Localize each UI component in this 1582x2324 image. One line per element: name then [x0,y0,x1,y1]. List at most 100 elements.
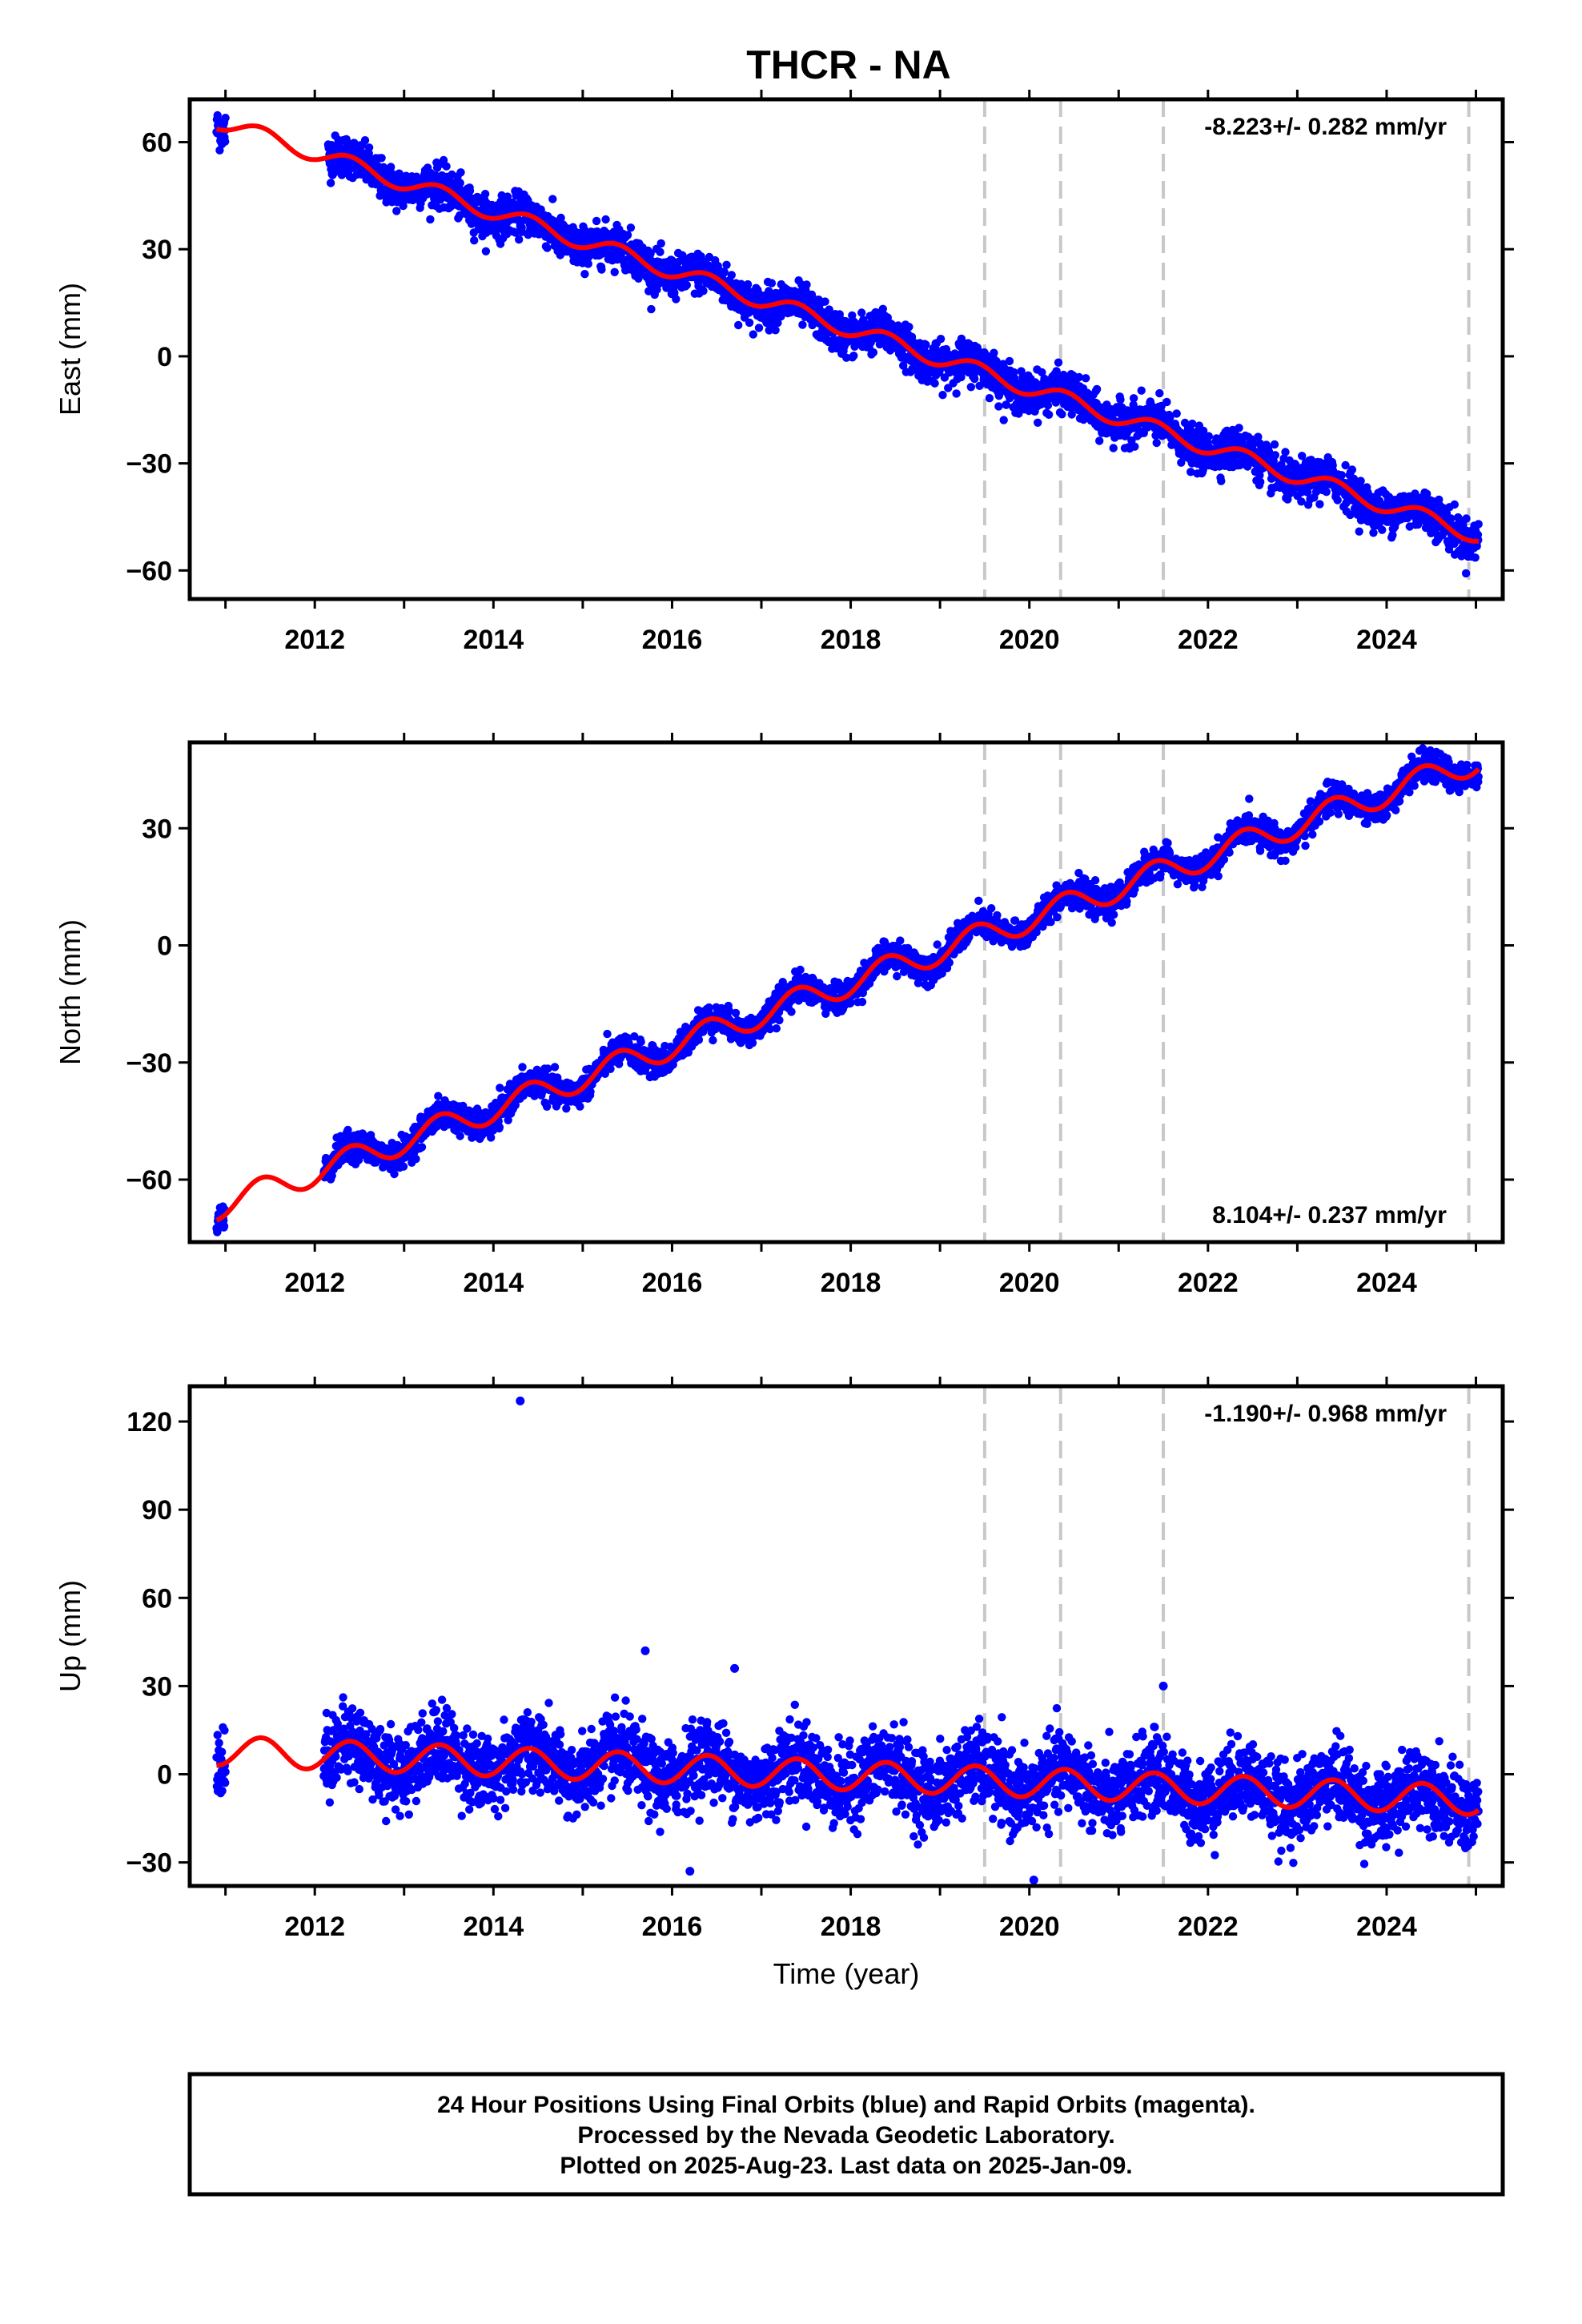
data-point [326,179,335,187]
data-point [921,340,930,349]
x-tick-label: 2018 [821,625,881,655]
data-point [496,1084,504,1092]
data-point [1177,458,1186,467]
data-point [869,348,878,357]
data-point [754,324,764,332]
data-point [1298,452,1307,460]
data-point [1162,397,1171,407]
data-point [364,143,374,152]
data-point [672,295,681,304]
data-point [656,239,665,248]
data-point [626,223,636,232]
data-point [1052,367,1061,376]
data-point [1333,496,1342,505]
data-point [515,235,524,244]
data-point [1461,569,1471,578]
y-tick-label: −30 [126,449,172,480]
data-point [1186,468,1195,476]
data-point [1217,476,1226,485]
data-point [1297,497,1306,506]
x-tick-label: 2014 [463,625,524,655]
data-point [442,162,451,171]
data-point [1002,400,1011,409]
data-point [749,330,757,339]
data-point [670,288,679,297]
data-point [597,265,606,274]
data-point [221,114,230,123]
data-point [1337,471,1347,480]
data-point [1303,488,1312,497]
data-point [215,146,224,155]
data-point [1474,520,1483,529]
data-point [417,1143,427,1152]
data-point [456,179,464,187]
data-point [878,304,888,313]
data-point [1172,409,1181,418]
data-point [1249,440,1259,448]
data-point [1341,460,1350,470]
data-point [1051,398,1061,407]
data-point [957,372,966,382]
data-point [656,247,665,256]
data-point [842,353,851,362]
data-point [771,326,780,335]
data-point [720,267,729,276]
data-point [1095,436,1104,445]
data-point [548,195,557,203]
data-point [952,389,961,398]
data-point [470,236,479,245]
data-point [674,257,684,266]
data-point [709,1035,717,1045]
data-point [377,154,386,163]
data-point [610,267,619,276]
data-point [364,149,373,158]
data-point [1044,410,1054,419]
data-point [1388,530,1397,540]
data-point [899,361,908,370]
x-tick-label: 2022 [1178,625,1239,655]
data-point [1034,418,1042,427]
data-point [399,1162,408,1171]
data-point [1447,514,1456,523]
data-point [636,1037,645,1047]
data-point [1378,525,1387,534]
data-point [734,320,743,330]
y-tick-label: 0 [157,342,172,372]
data-point [556,213,565,223]
data-point [722,260,731,269]
data-point [550,1063,560,1072]
x-tick-label: 2012 [284,625,345,655]
data-point [825,305,833,314]
data-point [992,356,1001,366]
data-point [1347,465,1357,474]
data-point [481,247,491,255]
data-point [1092,384,1102,394]
data-point [480,190,490,199]
data-point [930,379,939,388]
data-point [1271,451,1280,460]
data-point [682,280,691,290]
data-point [647,304,656,314]
data-point [798,320,807,329]
data-point [219,1221,229,1231]
data-point [767,279,777,287]
data-point [802,280,811,289]
data-point [1462,514,1471,523]
data-point [601,215,610,224]
data-point [985,394,994,403]
data-point [1256,477,1265,486]
data-point [1082,374,1090,383]
y-tick-label: −60 [126,556,172,586]
data-point [426,215,435,224]
data-point [745,318,754,328]
data-point [1152,438,1161,448]
y-tick-label: 60 [142,127,172,158]
data-point [390,1169,399,1179]
data-point [465,187,475,195]
data-point [544,1064,552,1073]
data-point [580,270,589,279]
data-point [387,163,396,171]
data-point [1116,395,1125,404]
data-point [821,297,829,306]
